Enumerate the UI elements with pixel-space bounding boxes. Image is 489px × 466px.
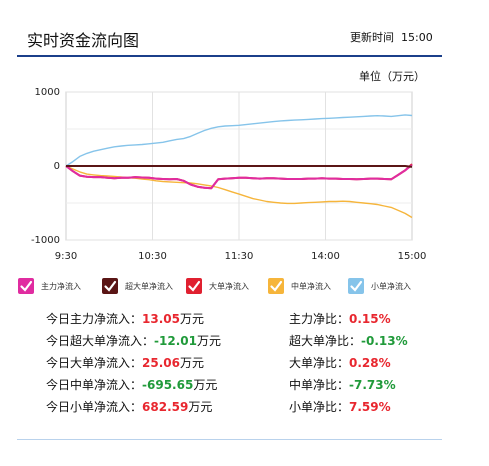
stat-value: 7.59% [349,400,391,414]
left-stat-row: 今日中单净流入：-695.65万元 [46,376,217,394]
stat-unit: 万元 [196,334,221,348]
stat-unit: 万元 [188,400,213,414]
stat-value: 0.28% [349,356,391,370]
x-tick-label: 10:30 [138,251,167,262]
left-stat-row: 今日小单净流入：682.59万元 [46,398,212,416]
stat-label: 今日大单净流入： [46,356,143,370]
left-stat-row: 今日大单净流入：25.06万元 [46,354,204,372]
x-tick-label: 11:30 [225,251,254,262]
legend-check-icon[interactable] [348,278,364,294]
stat-value: 0.15% [349,312,391,326]
legend-check-icon[interactable] [186,278,202,294]
update-time-label: 更新时间 [350,31,394,44]
stat-unit: 万元 [179,312,204,326]
right-stat-row: 大单净比：0.28% [289,354,391,372]
stat-label: 超大单净比： [289,334,362,348]
y-tick-label: 0 [54,161,60,172]
page-title: 实时资金流向图 [27,31,140,50]
legend-label: 超大单净流入 [125,282,173,291]
chart-legend: 主力净流入 超大单净流入 大单净流入 中单净流入 小单净流入 [18,277,458,297]
stat-value: 682.59 [142,400,189,414]
stat-value: 13.05 [142,312,180,326]
legend-check-icon[interactable] [102,278,118,294]
left-stat-row: 今日主力净流入：13.05万元 [46,310,204,328]
stat-value: -0.13% [361,334,408,348]
stat-value: 25.06 [142,356,180,370]
series-line-5 [65,114,413,167]
legend-label: 大单净流入 [209,282,249,291]
right-stat-row: 小单净比：7.59% [289,398,391,416]
right-stat-row: 中单净比：-7.73% [289,376,396,394]
stat-label: 中单净比： [289,378,350,392]
stat-value: -695.65 [142,378,194,392]
x-tick-label: 14:00 [311,251,340,262]
right-stat-row: 超大单净比：-0.13% [289,332,408,350]
legend-label: 中单净流入 [291,282,331,291]
stat-label: 大单净比： [289,356,350,370]
unit-label: 单位（万元） [359,70,425,83]
stat-label: 今日超大单净流入： [46,334,155,348]
title-divider [17,55,442,57]
x-tick-label: 9:30 [55,251,77,262]
stat-value: -7.73% [349,378,396,392]
series-line-1 [65,164,413,190]
chart-header: 实时资金流向图 更新时间 15:00 [0,0,489,58]
stat-label: 今日中单净流入： [46,378,143,392]
update-time-value: 15:00 [401,31,433,44]
update-time: 更新时间 15:00 [350,29,440,45]
legend-check-icon[interactable] [18,278,34,294]
right-stat-row: 主力净比：0.15% [289,310,391,328]
bottom-divider [17,439,442,440]
stat-value: -12.01 [154,334,197,348]
stat-label: 主力净比： [289,312,350,326]
stat-label: 今日主力净流入： [46,312,143,326]
legend-check-icon[interactable] [268,278,284,294]
stat-unit: 万元 [193,378,218,392]
stat-unit: 万元 [179,356,204,370]
legend-label: 小单净流入 [371,282,411,291]
series-line-2 [66,165,413,168]
legend-label: 主力净流入 [41,282,81,291]
y-tick-label: 1000 [35,87,60,98]
stat-label: 今日小单净流入： [46,400,143,414]
stat-label: 小单净比： [289,400,350,414]
left-stat-row: 今日超大单净流入：-12.01万元 [46,332,221,350]
money-flow-chart: 1000 0 -1000 9:30 10:30 11:30 14:00 15:00 [31,87,427,262]
y-tick-label: -1000 [31,235,60,246]
x-tick-label: 15:00 [398,251,427,262]
